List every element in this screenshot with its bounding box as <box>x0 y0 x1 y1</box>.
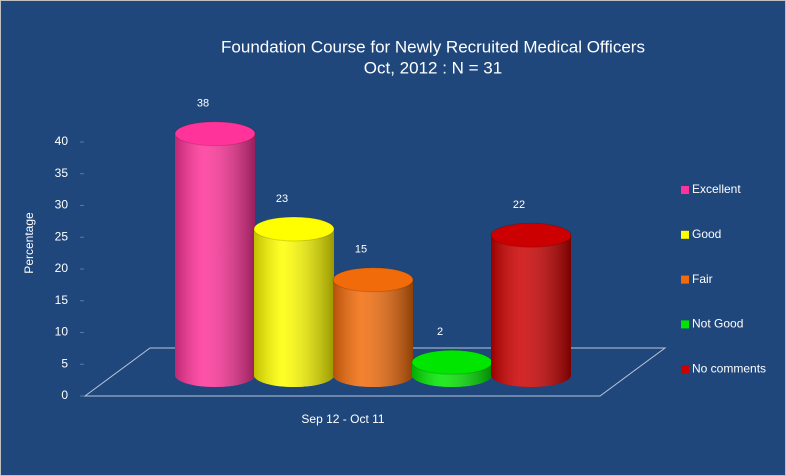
y-tick-label: 15 <box>55 293 69 307</box>
y-tick-label: 25 <box>55 229 69 243</box>
legend-label: Excellent <box>692 182 741 196</box>
data-label: 15 <box>355 244 367 256</box>
data-label: 22 <box>513 199 525 211</box>
cylinder-shade <box>491 235 571 387</box>
legend-label: Fair <box>692 272 713 286</box>
cylinder-top <box>253 216 335 242</box>
y-tick-label: 30 <box>55 198 69 212</box>
legend-label: Not Good <box>692 317 743 331</box>
y-tick-label: 40 <box>55 134 69 148</box>
cylinder-top <box>411 349 493 375</box>
legend-swatch <box>681 365 689 374</box>
data-label: 38 <box>197 98 209 110</box>
data-label: 2 <box>437 326 443 338</box>
cylinder-top <box>490 222 572 248</box>
legend-swatch <box>681 320 689 329</box>
y-axis-label: Percentage <box>22 212 36 274</box>
y-tick-label: 0 <box>61 388 68 402</box>
y-tick-label: 20 <box>55 261 69 275</box>
cylinder-top <box>332 267 414 293</box>
legend-swatch <box>681 186 689 194</box>
cylinder-shade <box>175 133 255 387</box>
legend-label: No comments <box>692 361 766 375</box>
cylinder-shade <box>333 279 413 387</box>
chart-title: Foundation Course for Newly Recruited Me… <box>221 37 645 56</box>
y-tick-label: 35 <box>55 166 69 180</box>
y-tick-label: 10 <box>55 325 69 339</box>
floor <box>83 347 667 397</box>
legend-label: Good <box>692 227 721 241</box>
chart-subtitle: Oct, 2012 : N = 31 <box>364 58 502 77</box>
y-tick-label: 5 <box>61 356 68 370</box>
cylinder-shade <box>254 228 334 387</box>
cylinder-top <box>174 121 256 147</box>
legend-swatch <box>681 230 689 239</box>
data-label: 23 <box>276 193 288 205</box>
legend-swatch <box>681 275 689 284</box>
x-tick-label: Sep 12 - Oct 11 <box>301 412 384 426</box>
